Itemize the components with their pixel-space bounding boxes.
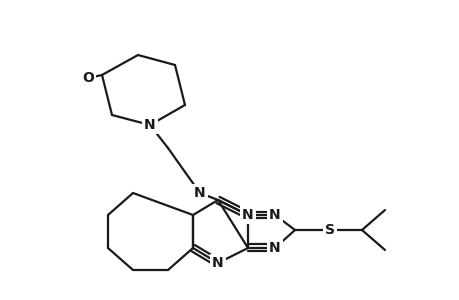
Text: N: N	[144, 118, 156, 132]
Text: S: S	[325, 223, 334, 237]
Text: N: N	[269, 241, 280, 255]
Text: N: N	[212, 256, 224, 270]
Text: N: N	[269, 208, 280, 222]
Text: N: N	[194, 186, 205, 200]
Text: N: N	[241, 208, 253, 222]
Text: O: O	[82, 71, 94, 85]
